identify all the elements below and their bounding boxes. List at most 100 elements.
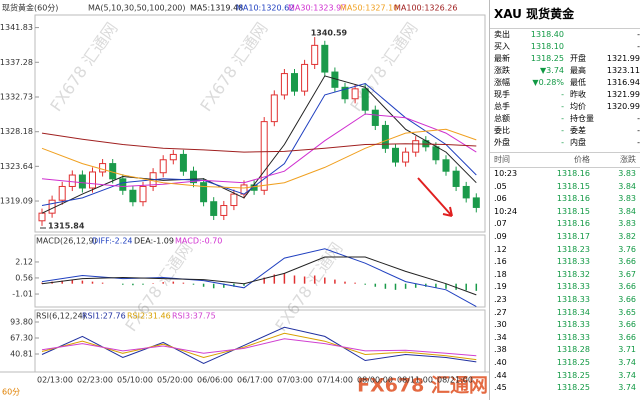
x-tick-label: 07/03:00 (277, 376, 313, 385)
price-frame (34, 14, 486, 233)
y-tick-label: 0.56 (15, 273, 33, 282)
y-tick-label: 1319.09 (0, 197, 33, 206)
tick-row: .16 1318.33 3.66 (490, 256, 640, 269)
candle-body (260, 121, 268, 191)
candle-body (38, 212, 46, 222)
tick-cell: 1318.23 (556, 244, 590, 254)
x-tick-label: 02/23:00 (77, 376, 113, 385)
candle-body (230, 193, 238, 207)
candle-body (99, 163, 107, 173)
quote-rows: 卖出 1318.40 - 买入 1318.10 - 最新 1318.25 开盘 1321.99 涨跌… (490, 29, 640, 149)
tick-cell: 3.83 (618, 219, 636, 229)
quote-cell: 卖出 (494, 30, 510, 39)
watermark: FX678 汇通网 (271, 239, 346, 335)
y-tick-label: 93.80 (10, 317, 33, 326)
quote-row: 总手 - 均价 1320.99 (490, 101, 640, 113)
line (41, 338, 477, 357)
legend: DEA:-1.09 (134, 237, 174, 246)
candle-body (200, 182, 208, 203)
line (41, 326, 477, 365)
quote-cell: 持仓量 (570, 114, 594, 123)
quote-cell: 委比 (494, 126, 510, 135)
candle-body (392, 147, 399, 163)
tick-row: 10:23 1318.16 3.83 (490, 168, 640, 181)
high-label: 1340.59 (311, 29, 348, 38)
line (41, 332, 477, 361)
quote-cell: 最新 (494, 54, 510, 63)
quote-cell: 涨跌 (494, 66, 510, 75)
chart: 现货黄金(60分) MA(5,10,30,50,100,200) MACD(26… (0, 3, 489, 397)
quote-cell: 开盘 (570, 54, 586, 63)
candle-body (291, 73, 298, 92)
quote-cell: 1321.99 (606, 54, 640, 63)
y-tick-label: 1328.18 (0, 127, 33, 136)
y-tick-label: 40.81 (10, 349, 33, 358)
tick-cell: .18 (494, 269, 507, 279)
low-label: 1315.84 (48, 221, 85, 230)
legend: RSI2:31.46 (127, 312, 171, 321)
x-tick-label: 08/21:00 (437, 376, 473, 385)
ma-params: MA(5,10,30,50,100,200) (88, 4, 186, 13)
quote-cell: - (637, 42, 640, 51)
x-tick-label: 06/17:00 (237, 376, 273, 385)
candle-body (169, 153, 177, 161)
tick-cell: 3.82 (618, 231, 636, 241)
quote-row: 外盘 - 内盘 - (490, 137, 640, 149)
x-tick-label: 05/20:00 (157, 376, 193, 385)
quote-cell: 总手 (494, 102, 510, 111)
tick-cell: .12 (494, 244, 507, 254)
legend: MA10:1320.62 (236, 4, 294, 13)
tick-row: .06 1318.16 3.83 (490, 193, 640, 206)
candle-body (68, 174, 76, 187)
period[interactable]: 60分 (2, 388, 20, 397)
tick-cell: .06 (494, 194, 507, 204)
quote-cell: ▼0.28% (532, 78, 564, 87)
candle-body (159, 159, 167, 174)
tick-cell: .34 (494, 332, 507, 342)
candle-body (190, 170, 197, 184)
tick-cell: 1318.15 (556, 206, 590, 216)
x-tick-label: 08/11:00 (397, 376, 433, 385)
candle-body (119, 178, 127, 191)
red-arrow (417, 177, 453, 217)
tick-cell: 10:24 (494, 206, 518, 216)
macd-frame (34, 234, 486, 308)
candle-body (89, 171, 96, 189)
quote-cell: 买入 (494, 42, 510, 51)
tick-row: .19 1318.33 3.66 (490, 281, 640, 294)
quote-row: 买入 1318.10 - (490, 41, 640, 53)
tick-cell: 3.65 (618, 307, 636, 317)
quote-cell: 1320.99 (606, 102, 640, 111)
legend: MACD:-0.70 (175, 237, 222, 246)
tick-cell: 3.76 (618, 244, 636, 254)
candle-body (452, 170, 460, 187)
tick-row: .27 1318.34 3.65 (490, 307, 640, 320)
candle-body (361, 88, 369, 111)
tick-cell: .40 (494, 357, 507, 367)
tick-cell: 1318.28 (556, 345, 590, 355)
quote-row: 委比 - 委差 - (490, 125, 640, 137)
tick-cell: 1318.16 (556, 169, 590, 178)
tick-row: .34 1318.33 3.66 (490, 332, 640, 345)
tick-cell: 3.74 (618, 383, 636, 393)
line (41, 113, 477, 188)
x-tick-label: 02/13:00 (37, 376, 73, 385)
candle-body (462, 185, 470, 199)
x-tick-label: 08/00:00 (357, 376, 393, 385)
tick-cell: 1318.34 (556, 307, 590, 317)
quote-gap (564, 29, 604, 41)
quote-row: 涨幅 ▼0.28% 最低 1316.94 (490, 77, 640, 89)
quote-row: 卖出 1318.40 - (490, 29, 640, 41)
tick-cell: 1318.33 (556, 320, 590, 330)
line (41, 75, 477, 214)
tick-row: .07 1318.16 3.83 (490, 218, 640, 231)
quote-gap (564, 41, 604, 53)
candle-body (402, 151, 410, 163)
candle-body (412, 140, 420, 153)
tick-cell: 3.74 (618, 370, 636, 380)
watermark: FX678 汇通网 (196, 19, 271, 115)
ticks-rows: 10:23 1318.16 3.83 .05 1318.15 3.84 .06 1318.16… (490, 168, 640, 395)
ticks-header-cell: 价格 (574, 155, 590, 164)
quote-cell: 最高 (570, 66, 586, 75)
